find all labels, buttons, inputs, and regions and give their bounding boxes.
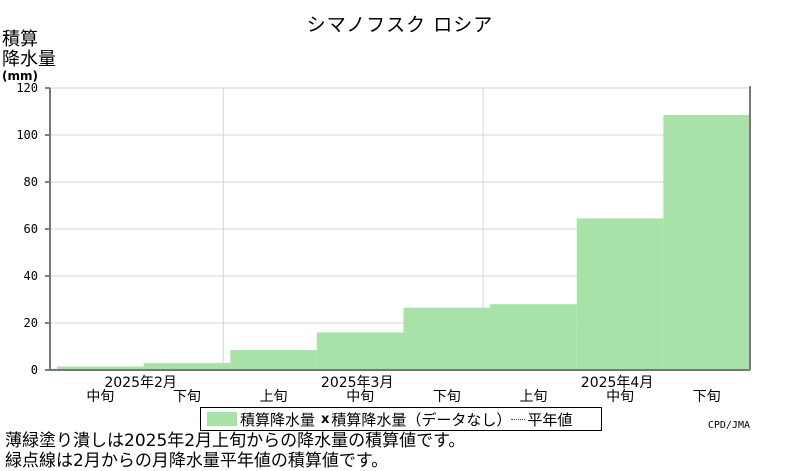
legend-item-accumulated: 積算降水量 (240, 410, 316, 429)
bar-7 (576, 218, 664, 370)
x-tick-label-month: 2025年4月 (581, 375, 654, 391)
x-tick-label-dekad: 下旬 (433, 389, 461, 405)
x-tick-label-dekad: 中旬 (86, 389, 114, 405)
y-axis-label-line-2: 降水量 (2, 49, 56, 70)
x-tick-label-dekad: 上旬 (260, 389, 288, 405)
bar-3 (230, 350, 317, 370)
y-axis-unit: (mm) (2, 69, 38, 83)
x-tick-label-month: 2025年2月 (104, 375, 177, 391)
legend: 積算降水量 x 積算降水量（データなし） 平年値 (200, 407, 602, 431)
legend-no-data-icon: x (321, 411, 330, 427)
credit: CPD/JMA (707, 420, 750, 431)
note-line-1: 薄緑塗り潰しは2025年2月上旬からの降水量の積算値です。 (5, 431, 466, 451)
bar-2 (143, 362, 231, 370)
x-tick-label-dekad: 下旬 (173, 389, 201, 405)
legend-item-no-data: 積算降水量（データなし） (331, 410, 512, 429)
y-tick-label: 20 (24, 316, 38, 330)
y-tick-label: 60 (24, 222, 38, 236)
x-tick-label-dekad: 中旬 (606, 389, 634, 405)
legend-normal-dotted-line-icon (511, 418, 526, 420)
y-tick-label: 100 (16, 128, 38, 142)
y-axis-label-line-1: 積算 (2, 29, 38, 50)
legend-item-normal: 平年値 (527, 410, 573, 429)
legend-swatch-fill (207, 412, 237, 426)
bar-1 (57, 366, 144, 370)
bar-5 (403, 307, 491, 370)
y-tick-label: 0 (31, 363, 38, 377)
x-tick-label-dekad: 上旬 (519, 389, 547, 405)
bar-8 (663, 115, 750, 371)
note-line-2: 緑点線は2月からの月降水量平年値の積算値です。 (5, 451, 389, 471)
x-tick-label-dekad: 下旬 (693, 389, 721, 405)
y-tick-label: 80 (24, 175, 38, 189)
y-tick-label: 40 (24, 269, 38, 283)
bar-4 (316, 332, 404, 370)
chart-title: シマノフスク ロシア (306, 14, 494, 36)
y-tick-label: 120 (16, 81, 38, 95)
x-tick-label-month: 2025年3月 (321, 375, 394, 391)
bar-6 (490, 304, 577, 370)
x-tick-label-dekad: 中旬 (346, 389, 374, 405)
